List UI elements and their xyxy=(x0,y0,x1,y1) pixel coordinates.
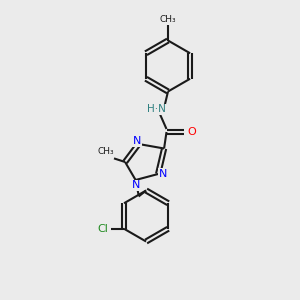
Text: N: N xyxy=(133,136,141,146)
Text: N: N xyxy=(131,180,140,190)
Text: O: O xyxy=(188,127,196,137)
Text: CH₃: CH₃ xyxy=(98,147,115,156)
Text: N: N xyxy=(158,169,167,179)
Text: Cl: Cl xyxy=(98,224,109,234)
Text: H·N: H·N xyxy=(147,104,165,115)
Text: CH₃: CH₃ xyxy=(160,15,176,24)
